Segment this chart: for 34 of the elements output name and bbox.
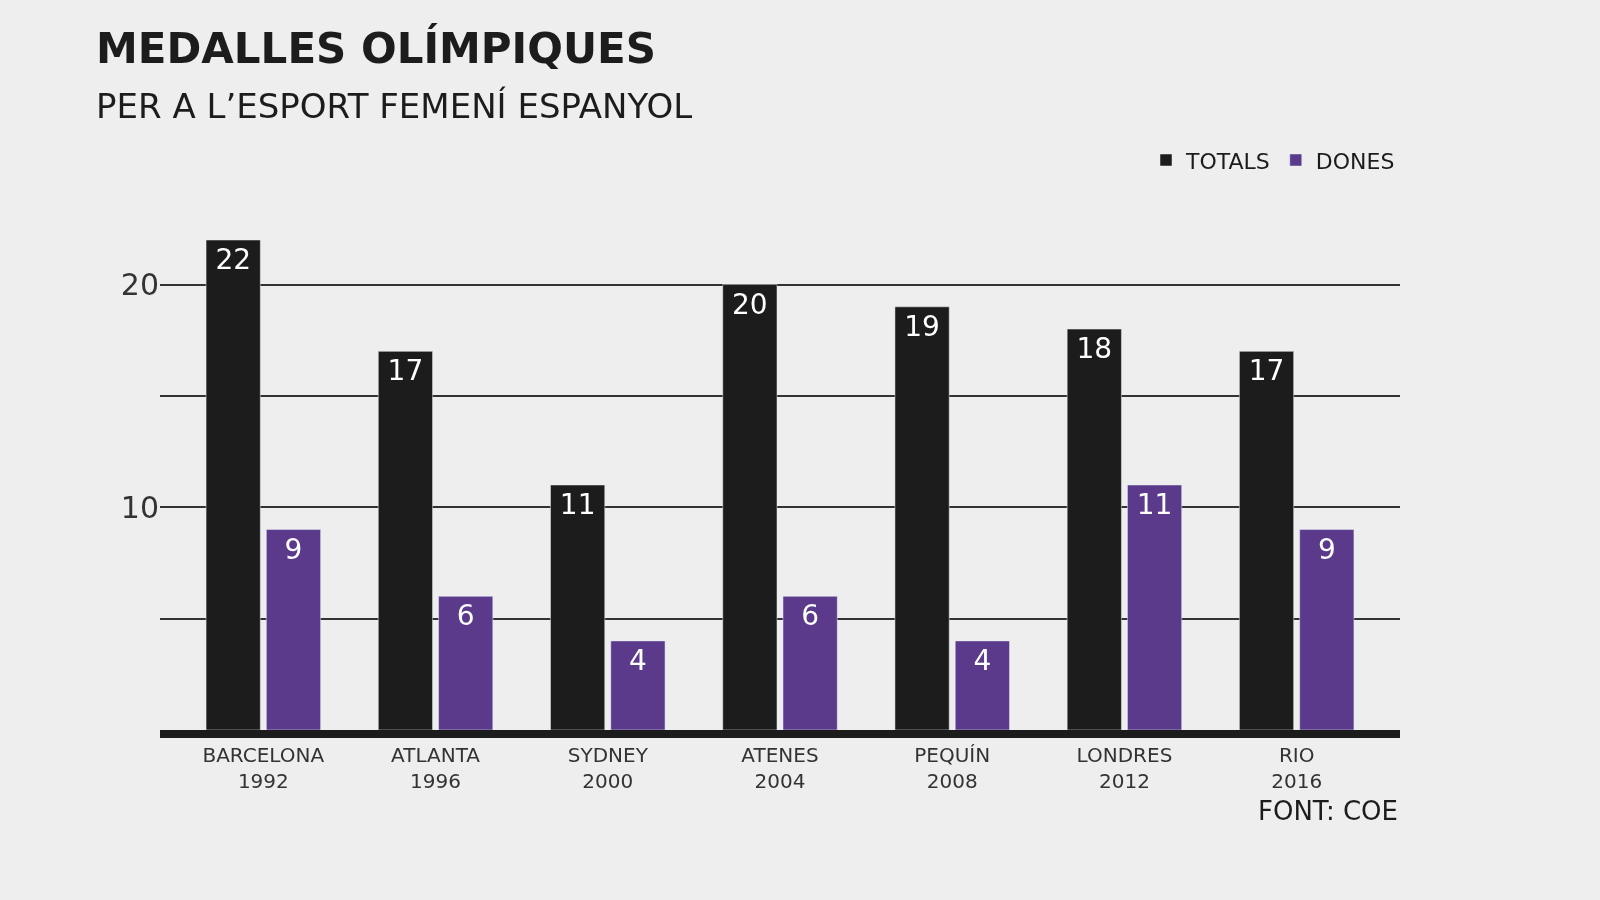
bar xyxy=(438,596,494,730)
x-tick-label: ATLANTA 1996 xyxy=(391,743,481,793)
x-tick-label: BARCELONA 1992 xyxy=(202,743,325,793)
legend-label: DONES xyxy=(1315,148,1395,174)
data-label: 20 xyxy=(732,287,768,321)
data-label: 22 xyxy=(215,243,252,276)
x-tick-label: LONDRES 2012 xyxy=(1076,743,1173,793)
data-label: 6 xyxy=(456,599,475,633)
legend-label: TOTALS xyxy=(1185,148,1270,174)
bar xyxy=(954,640,1010,730)
data-label: 9 xyxy=(1317,532,1336,566)
data-label: 19 xyxy=(904,309,940,343)
data-label: 17 xyxy=(1248,354,1285,388)
bar xyxy=(782,596,838,730)
data-label: 18 xyxy=(1076,332,1113,366)
data-label: 4 xyxy=(973,643,992,677)
data-label: 9 xyxy=(284,532,303,566)
x-tick-label: ATENES 2004 xyxy=(741,743,819,793)
chart-subtitle: PER A L’ESPORT FEMENÍ ESPANYOL xyxy=(96,85,693,126)
data-label: 11 xyxy=(1136,488,1173,521)
chart-title: MEDALLES OLÍMPIQUES xyxy=(96,23,656,73)
bar xyxy=(1127,484,1182,730)
bar xyxy=(1299,529,1355,730)
x-tick-label: RIO 2016 xyxy=(1271,743,1323,793)
bar xyxy=(266,529,321,730)
x-tick-label: SYDNEY 2000 xyxy=(567,743,649,793)
data-label: 4 xyxy=(629,643,647,677)
data-label: 17 xyxy=(387,354,424,388)
text: FONT: COE xyxy=(1258,796,1398,826)
x-tick-label: PEQUÍN 2008 xyxy=(914,743,991,793)
bar xyxy=(610,640,666,730)
data-label: 11 xyxy=(559,488,596,521)
y-tick-label: 10 xyxy=(120,489,159,525)
data-label: 6 xyxy=(801,599,820,633)
